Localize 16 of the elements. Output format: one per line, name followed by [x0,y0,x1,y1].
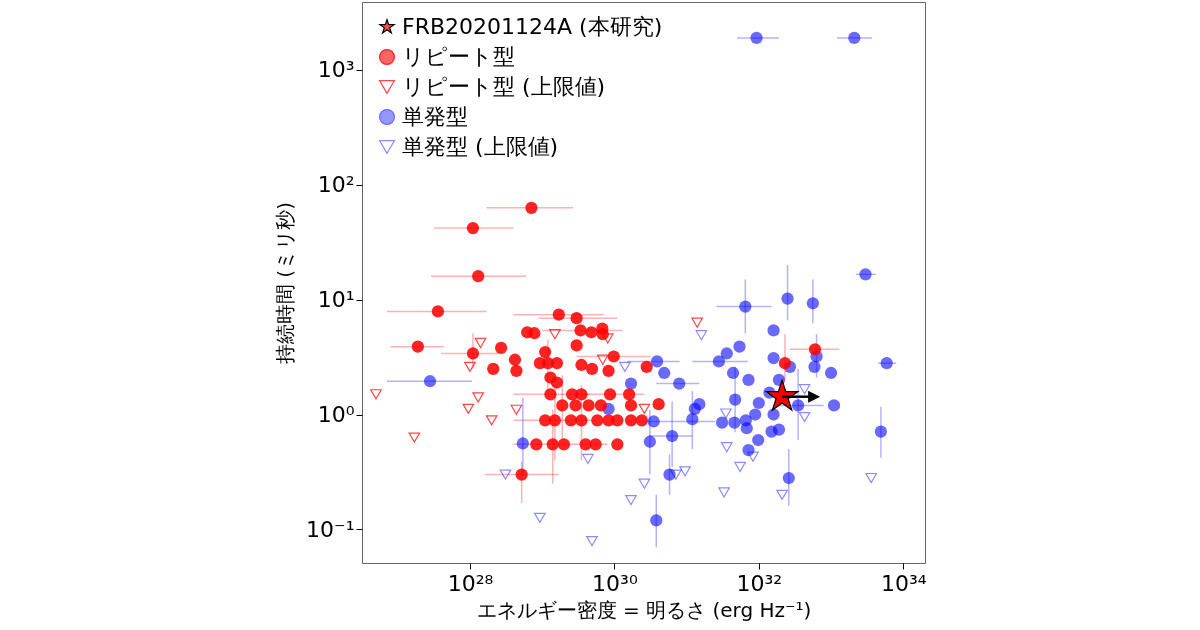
y-tick-label: 10² [317,172,355,198]
x-axis-title: エネルギー密度 = 明るさ (erg Hz⁻¹) [476,597,812,622]
x-tick-label: 10³⁴ [880,570,927,596]
x-tick-label: 10²⁸ [447,570,494,596]
y-axis-title: 持続時間 (ミリ秒) [273,202,298,364]
y-tick-label: 10¹ [317,287,355,313]
legend-label: FRB20201124A (本研究) [402,14,663,39]
y-tick-label: 10⁻¹ [306,516,355,542]
legend-label: 単発型 (上限値) [402,134,559,159]
x-tick-label: 10³² [736,570,783,596]
y-tick-label: 10⁰ [317,402,355,428]
y-tick-label: 10³ [317,57,355,83]
legend-label: 単発型 [402,104,468,129]
x-tick-label: 10³⁰ [592,570,638,596]
legend-label: リピート型 [402,44,515,69]
legend-label: リピート型 (上限値) [402,74,606,99]
